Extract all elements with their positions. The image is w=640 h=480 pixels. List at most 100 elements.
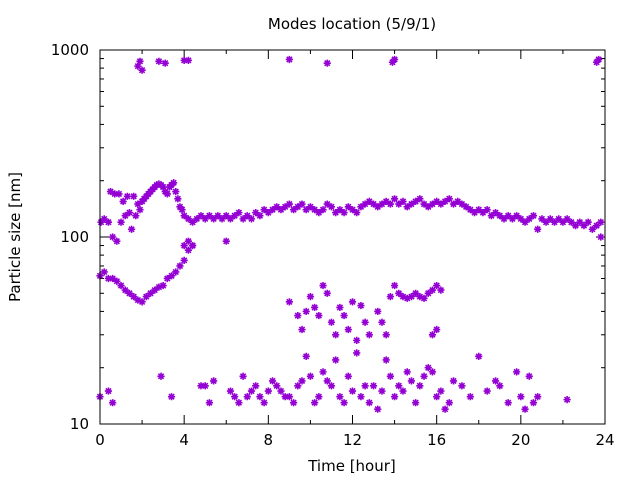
data-point xyxy=(428,331,437,339)
data-point xyxy=(218,215,226,223)
data-point xyxy=(174,195,182,203)
data-point xyxy=(458,382,466,390)
data-point xyxy=(382,331,390,339)
data-point xyxy=(592,222,601,230)
data-point xyxy=(412,399,420,407)
data-point xyxy=(159,183,167,191)
data-point xyxy=(416,382,424,390)
data-point xyxy=(445,195,453,203)
data-point xyxy=(327,318,336,326)
data-point xyxy=(357,203,365,211)
x-tick-label: 20 xyxy=(511,431,530,449)
data-point xyxy=(306,203,315,211)
data-point xyxy=(348,298,357,306)
data-point xyxy=(584,218,592,226)
data-point xyxy=(525,372,533,380)
data-point xyxy=(332,331,340,339)
data-point xyxy=(323,377,331,385)
data-point xyxy=(546,215,554,223)
data-point xyxy=(403,203,411,211)
data-point xyxy=(361,382,369,390)
data-point xyxy=(470,209,479,217)
data-point xyxy=(252,209,260,217)
data-point xyxy=(378,318,386,326)
data-point xyxy=(340,209,348,217)
data-point xyxy=(534,225,542,233)
data-point xyxy=(348,387,357,395)
data-point xyxy=(441,197,449,206)
data-point xyxy=(180,256,188,264)
data-point xyxy=(178,206,186,214)
x-axis-label: Time [hour] xyxy=(307,457,396,475)
data-point xyxy=(170,179,178,187)
data-point xyxy=(294,382,302,390)
data-point xyxy=(125,209,134,217)
data-point xyxy=(256,393,264,401)
data-point xyxy=(153,181,161,189)
data-point xyxy=(123,192,131,200)
x-tick-label: 24 xyxy=(595,431,614,449)
data-point xyxy=(407,377,416,385)
data-point xyxy=(332,209,340,217)
data-point xyxy=(437,200,445,208)
data-point xyxy=(361,318,369,326)
data-point xyxy=(205,399,214,407)
data-point xyxy=(281,393,289,401)
x-tick-label: 0 xyxy=(95,431,105,449)
data-point xyxy=(424,203,432,211)
data-point xyxy=(374,405,382,413)
data-point xyxy=(386,200,394,208)
data-point xyxy=(311,399,319,407)
data-point xyxy=(167,272,176,280)
data-point xyxy=(504,212,512,220)
data-point xyxy=(336,206,344,214)
data-point xyxy=(172,187,180,196)
data-point xyxy=(264,387,272,395)
data-point xyxy=(340,399,348,407)
data-point xyxy=(106,187,115,196)
data-point xyxy=(567,218,575,226)
data-point xyxy=(390,55,399,64)
data-point xyxy=(483,206,491,214)
data-point xyxy=(134,296,142,304)
data-point xyxy=(260,206,268,214)
x-tick-label: 4 xyxy=(179,431,189,449)
data-point xyxy=(399,387,407,395)
data-point xyxy=(121,212,129,220)
data-point xyxy=(353,209,361,217)
data-point xyxy=(285,298,293,306)
data-point xyxy=(390,195,399,203)
data-point xyxy=(222,212,230,220)
data-point xyxy=(239,215,247,223)
data-point xyxy=(306,372,315,380)
data-point xyxy=(130,192,138,200)
data-point xyxy=(491,209,500,217)
data-point xyxy=(113,237,121,245)
data-point xyxy=(327,382,336,390)
data-point xyxy=(109,274,117,283)
data-point xyxy=(353,336,361,344)
data-point xyxy=(226,387,235,395)
data-point xyxy=(416,293,424,301)
data-point xyxy=(571,222,580,230)
data-point xyxy=(462,203,470,211)
data-point xyxy=(136,57,144,65)
data-point xyxy=(369,200,378,208)
data-point xyxy=(517,393,525,401)
data-point xyxy=(132,212,140,220)
data-point xyxy=(445,399,453,407)
data-point xyxy=(268,377,277,385)
data-point xyxy=(449,200,458,208)
data-point xyxy=(428,200,437,208)
data-point xyxy=(357,393,365,401)
data-point xyxy=(127,225,136,233)
data-point xyxy=(138,66,146,74)
data-point xyxy=(210,377,218,385)
data-point xyxy=(449,377,458,385)
data-point xyxy=(111,190,119,198)
data-point xyxy=(580,222,588,230)
data-point xyxy=(513,368,521,376)
data-point xyxy=(298,200,306,208)
data-point xyxy=(475,206,483,214)
data-point xyxy=(289,206,298,214)
